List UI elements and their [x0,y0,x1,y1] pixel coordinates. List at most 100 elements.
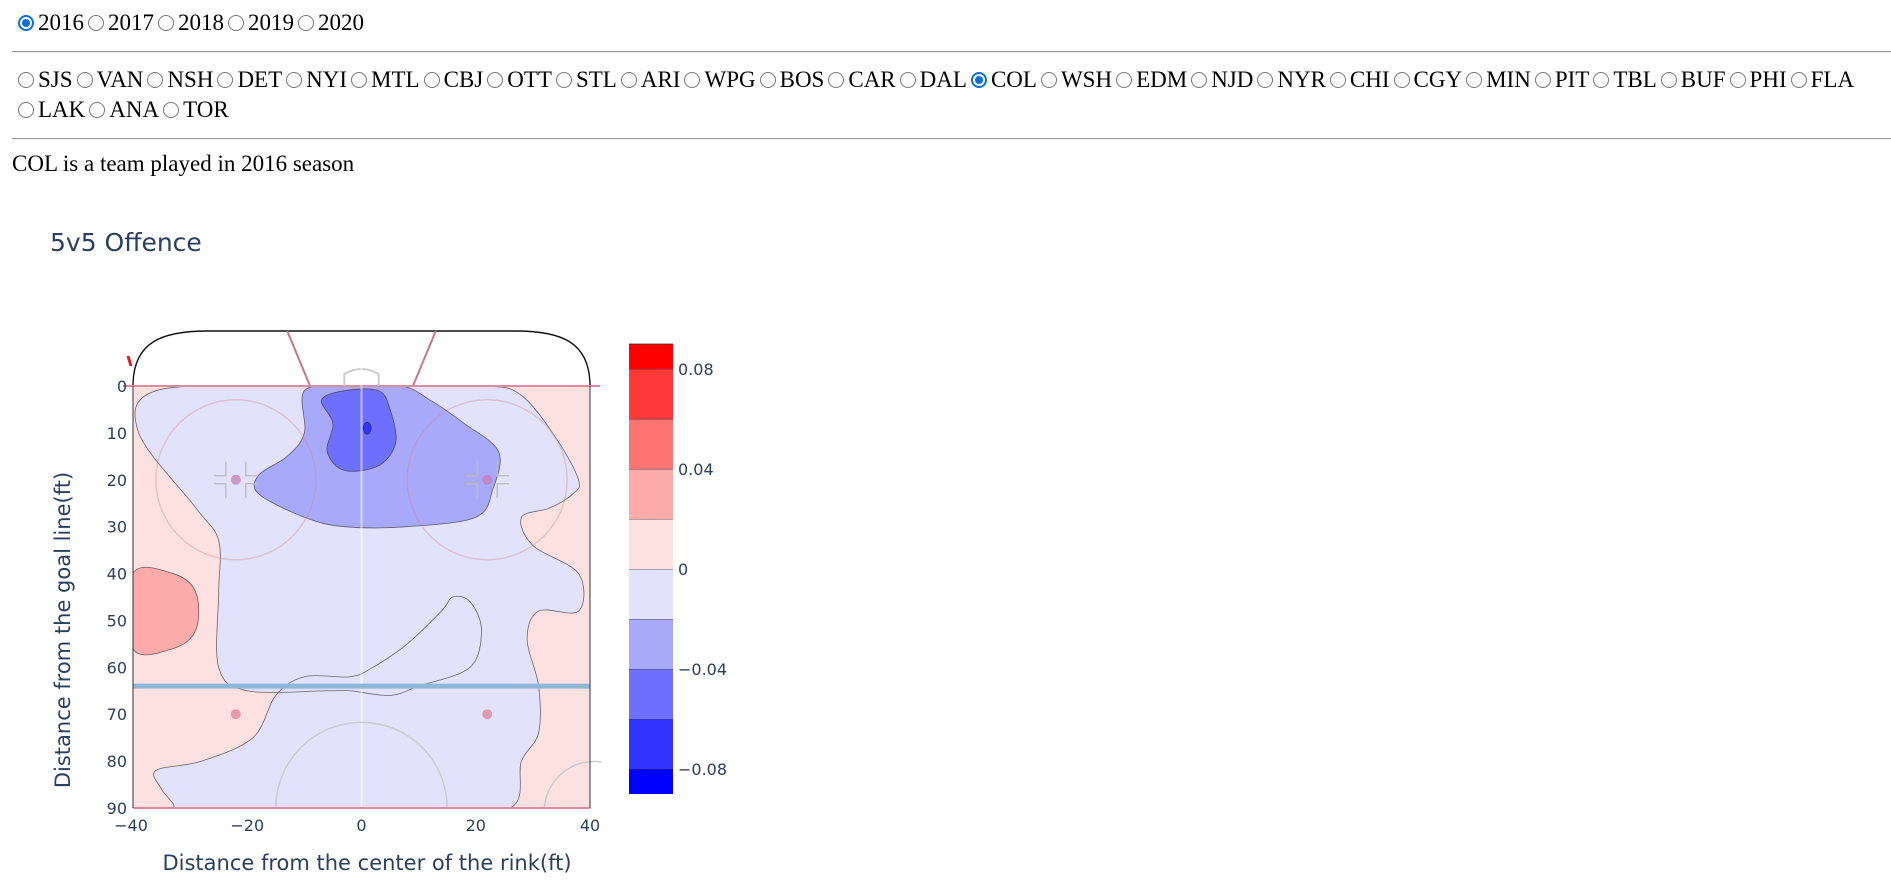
team-option-njd[interactable]: NJD [1191,65,1253,95]
team-radio-button[interactable] [1257,72,1274,88]
team-radio-button[interactable] [286,72,303,88]
y-tick-label: 80 [107,752,127,771]
team-option-label: SJS [38,67,73,92]
x-tick-label: 20 [466,816,486,835]
season-option-2017[interactable]: 2017 [88,8,154,38]
team-option-bos[interactable]: BOS [759,65,824,95]
team-option-edm[interactable]: EDM [1116,65,1187,95]
season-option-label: 2017 [108,10,154,35]
season-option-2018[interactable]: 2018 [158,8,224,38]
colorbar-level [629,419,673,469]
y-tick-label: 30 [107,518,127,537]
team-radio-button[interactable] [1116,72,1133,88]
team-radio-button[interactable] [351,72,368,88]
contour-region-level-0_02 [133,566,200,656]
team-option-nsh[interactable]: NSH [147,65,213,95]
team-radio-button[interactable] [147,72,164,88]
season-option-label: 2019 [248,10,294,35]
team-option-cbj[interactable]: CBJ [423,65,484,95]
team-radio-button[interactable] [1729,72,1746,88]
team-radio-button[interactable] [555,72,572,88]
team-option-van[interactable]: VAN [76,65,143,95]
colorbar [629,343,673,794]
team-option-label: CHI [1349,67,1390,92]
team-radio-button[interactable] [1790,72,1807,88]
team-radio-button[interactable] [1534,72,1551,88]
team-radio-button[interactable] [620,72,637,88]
team-option-label: MTL [371,67,420,92]
center-circle [275,721,448,809]
x-tick-label: 0 [356,816,366,835]
team-radio-button[interactable] [1329,72,1346,88]
team-radio-button[interactable] [487,72,504,88]
team-option-nyr[interactable]: NYR [1257,65,1326,95]
team-radio-button[interactable] [1466,72,1483,88]
team-radio-button[interactable] [1593,72,1610,88]
team-radio-button[interactable] [1660,72,1677,88]
team-radio-button[interactable] [76,72,93,88]
faceoff-circle [155,399,317,561]
colorbar-level [629,344,673,369]
team-option-tor[interactable]: TOR [163,95,229,125]
rink-markings [123,330,602,809]
team-radio-button[interactable] [1393,72,1410,88]
team-option-chi[interactable]: CHI [1329,65,1390,95]
season-radio-group: 2016 2017 2018 2019 2020 [18,8,1883,38]
season-radio-button[interactable] [158,15,174,31]
team-option-sjs[interactable]: SJS [18,65,73,95]
team-option-min[interactable]: MIN [1466,65,1531,95]
team-option-buf[interactable]: BUF [1660,65,1726,95]
team-radio-button[interactable] [828,72,845,88]
team-option-cgy[interactable]: CGY [1393,65,1462,95]
team-option-stl[interactable]: STL [555,65,617,95]
team-option-fla[interactable]: FLA [1790,65,1854,95]
colorbar-tick-label: −0.08 [678,760,727,779]
team-radio-button[interactable] [163,102,180,118]
season-radio-button[interactable] [18,15,34,31]
team-option-ott[interactable]: OTT [487,65,552,95]
season-option-2020[interactable]: 2020 [298,8,364,38]
season-option-2016[interactable]: 2016 [18,8,84,38]
team-radio-button[interactable] [18,72,34,88]
team-option-lak[interactable]: LAK [18,95,85,125]
team-option-pit[interactable]: PIT [1534,65,1590,95]
season-radio-button[interactable] [88,15,104,31]
team-option-dal[interactable]: DAL [899,65,967,95]
team-radio-button[interactable] [1191,72,1208,88]
team-radio-button[interactable] [423,72,440,88]
team-radio-button[interactable] [759,72,776,88]
team-option-mtl[interactable]: MTL [351,65,420,95]
x-axis-ticks: −40 −20 0 20 40 [114,816,600,835]
season-option-2019[interactable]: 2019 [228,8,294,38]
team-option-col[interactable]: COL [970,65,1037,95]
team-option-label: TOR [183,97,229,122]
team-radio-button[interactable] [18,102,34,118]
season-radio-button[interactable] [298,15,314,31]
contour-region-level-neg0_06 [321,388,397,472]
team-option-wpg[interactable]: WPG [684,65,756,95]
team-option-car[interactable]: CAR [828,65,896,95]
colorbar-level [629,619,673,669]
team-radio-button[interactable] [217,72,234,88]
center-circle-right [543,760,602,809]
team-radio-button[interactable] [89,102,106,118]
team-radio-button[interactable] [970,72,987,88]
team-option-det[interactable]: DET [217,65,282,95]
season-radio-button[interactable] [228,15,244,31]
team-option-label: DET [237,67,283,92]
team-option-ari[interactable]: ARI [620,65,680,95]
team-option-tbl[interactable]: TBL [1593,65,1657,95]
team-option-ana[interactable]: ANA [89,95,159,125]
team-option-nyi[interactable]: NYI [286,65,347,95]
faceoff-dot [230,474,241,485]
team-radio-button[interactable] [684,72,701,88]
contour-peak [362,421,372,435]
colorbar-level [629,669,673,719]
team-radio-button[interactable] [899,72,916,88]
team-option-label: CBJ [443,67,484,92]
team-option-phi[interactable]: PHI [1729,65,1787,95]
team-option-wsh[interactable]: WSH [1040,65,1112,95]
team-radio-button[interactable] [1040,72,1057,88]
team-option-label: PIT [1554,67,1590,92]
colorbar-level [629,769,673,794]
